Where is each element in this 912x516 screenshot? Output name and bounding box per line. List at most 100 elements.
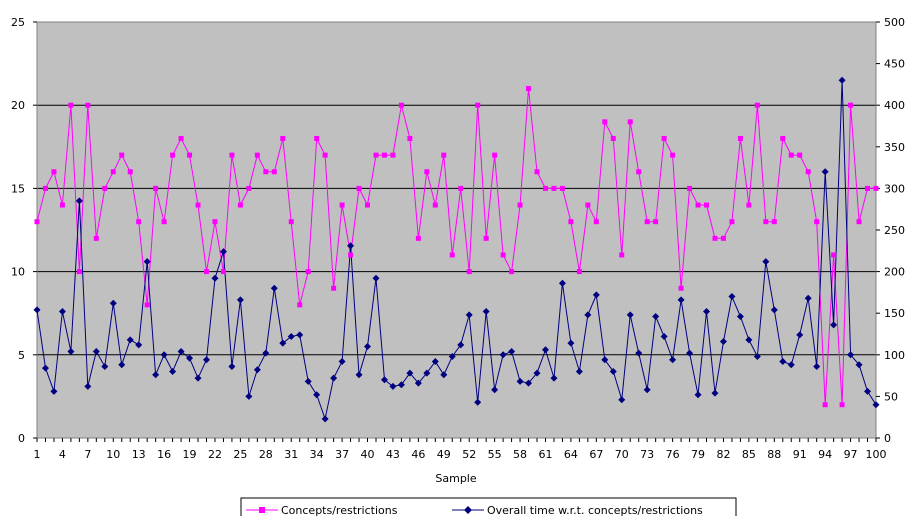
right-tick-label: 300 bbox=[884, 182, 905, 195]
data-point bbox=[170, 152, 176, 158]
data-point bbox=[322, 152, 328, 158]
data-point bbox=[458, 185, 464, 191]
data-point bbox=[397, 381, 405, 389]
data-point bbox=[509, 269, 515, 275]
data-point bbox=[415, 235, 421, 241]
x-tick-label: 85 bbox=[742, 448, 756, 461]
data-point bbox=[109, 299, 117, 307]
data-point bbox=[661, 135, 667, 141]
data-point bbox=[831, 252, 837, 258]
data-point bbox=[491, 386, 499, 394]
data-point bbox=[348, 252, 354, 258]
data-point bbox=[263, 169, 269, 175]
left-tick-label: 0 bbox=[18, 432, 25, 445]
data-point bbox=[305, 269, 311, 275]
data-point bbox=[449, 252, 455, 258]
data-point bbox=[669, 356, 677, 364]
data-point bbox=[541, 346, 549, 354]
x-tick-label: 55 bbox=[488, 448, 502, 461]
data-point bbox=[500, 252, 506, 258]
data-point bbox=[448, 352, 456, 360]
data-point bbox=[848, 102, 854, 108]
data-point bbox=[33, 306, 41, 314]
right-tick-label: 350 bbox=[884, 141, 905, 154]
data-point bbox=[187, 152, 193, 158]
data-point bbox=[136, 219, 142, 225]
x-tick-label: 7 bbox=[84, 448, 91, 461]
data-point bbox=[297, 302, 303, 308]
data-point bbox=[229, 152, 235, 158]
data-point bbox=[788, 152, 794, 158]
data-point bbox=[245, 392, 253, 400]
data-point bbox=[76, 269, 82, 275]
data-point bbox=[68, 102, 74, 108]
data-point bbox=[338, 357, 346, 365]
data-point bbox=[270, 284, 278, 292]
data-point bbox=[347, 242, 355, 250]
data-point bbox=[728, 293, 736, 301]
data-point bbox=[59, 202, 65, 208]
right-tick-label: 500 bbox=[884, 16, 905, 29]
x-tick-label: 97 bbox=[844, 448, 858, 461]
data-point bbox=[636, 169, 642, 175]
data-point bbox=[720, 235, 726, 241]
data-point bbox=[551, 185, 557, 191]
data-point bbox=[84, 382, 92, 390]
right-tick-label: 150 bbox=[884, 307, 905, 320]
data-point bbox=[526, 86, 532, 92]
x-tick-label: 79 bbox=[691, 448, 705, 461]
right-tick-label: 100 bbox=[884, 349, 905, 362]
data-point bbox=[729, 219, 735, 225]
data-point bbox=[212, 219, 218, 225]
data-point bbox=[559, 185, 565, 191]
data-point bbox=[93, 235, 99, 241]
data-point bbox=[42, 185, 48, 191]
data-point bbox=[321, 415, 329, 423]
data-point bbox=[542, 185, 548, 191]
data-point bbox=[830, 321, 838, 329]
data-point bbox=[779, 357, 787, 365]
left-tick-label: 10 bbox=[11, 266, 25, 279]
x-tick-label: 28 bbox=[259, 448, 273, 461]
data-point bbox=[677, 296, 685, 304]
data-point bbox=[466, 269, 472, 275]
x-tick-label: 19 bbox=[183, 448, 197, 461]
series-line-0 bbox=[36, 88, 876, 405]
data-point bbox=[627, 119, 633, 125]
data-point bbox=[219, 248, 227, 256]
data-point bbox=[126, 336, 134, 344]
data-point bbox=[118, 361, 126, 369]
data-point bbox=[644, 219, 650, 225]
data-point bbox=[380, 376, 388, 384]
data-point bbox=[653, 219, 659, 225]
data-point bbox=[618, 396, 626, 404]
data-point bbox=[237, 202, 243, 208]
data-point bbox=[592, 291, 600, 299]
data-point bbox=[160, 351, 168, 359]
x-tick-label: 100 bbox=[866, 448, 887, 461]
data-point bbox=[814, 219, 820, 225]
legend: Concepts/restrictions Overall time w.r.t… bbox=[240, 497, 737, 516]
data-point bbox=[584, 311, 592, 319]
data-point bbox=[695, 202, 701, 208]
data-point bbox=[652, 313, 660, 321]
data-point bbox=[602, 119, 608, 125]
data-point bbox=[101, 362, 109, 370]
series-line-1 bbox=[36, 80, 877, 421]
x-tick-label: 82 bbox=[716, 448, 730, 461]
data-point bbox=[423, 369, 431, 377]
x-tick-label: 58 bbox=[513, 448, 527, 461]
data-point bbox=[517, 202, 523, 208]
data-point bbox=[50, 387, 58, 395]
data-point bbox=[440, 371, 448, 379]
data-point bbox=[686, 349, 694, 357]
data-point bbox=[575, 367, 583, 375]
x-tick-label: 61 bbox=[538, 448, 552, 461]
data-point bbox=[432, 202, 438, 208]
x-tick-label: 88 bbox=[767, 448, 781, 461]
data-point bbox=[847, 351, 855, 359]
x-tick-label: 13 bbox=[132, 448, 146, 461]
data-point bbox=[339, 202, 345, 208]
data-point bbox=[271, 169, 277, 175]
data-point bbox=[610, 135, 616, 141]
